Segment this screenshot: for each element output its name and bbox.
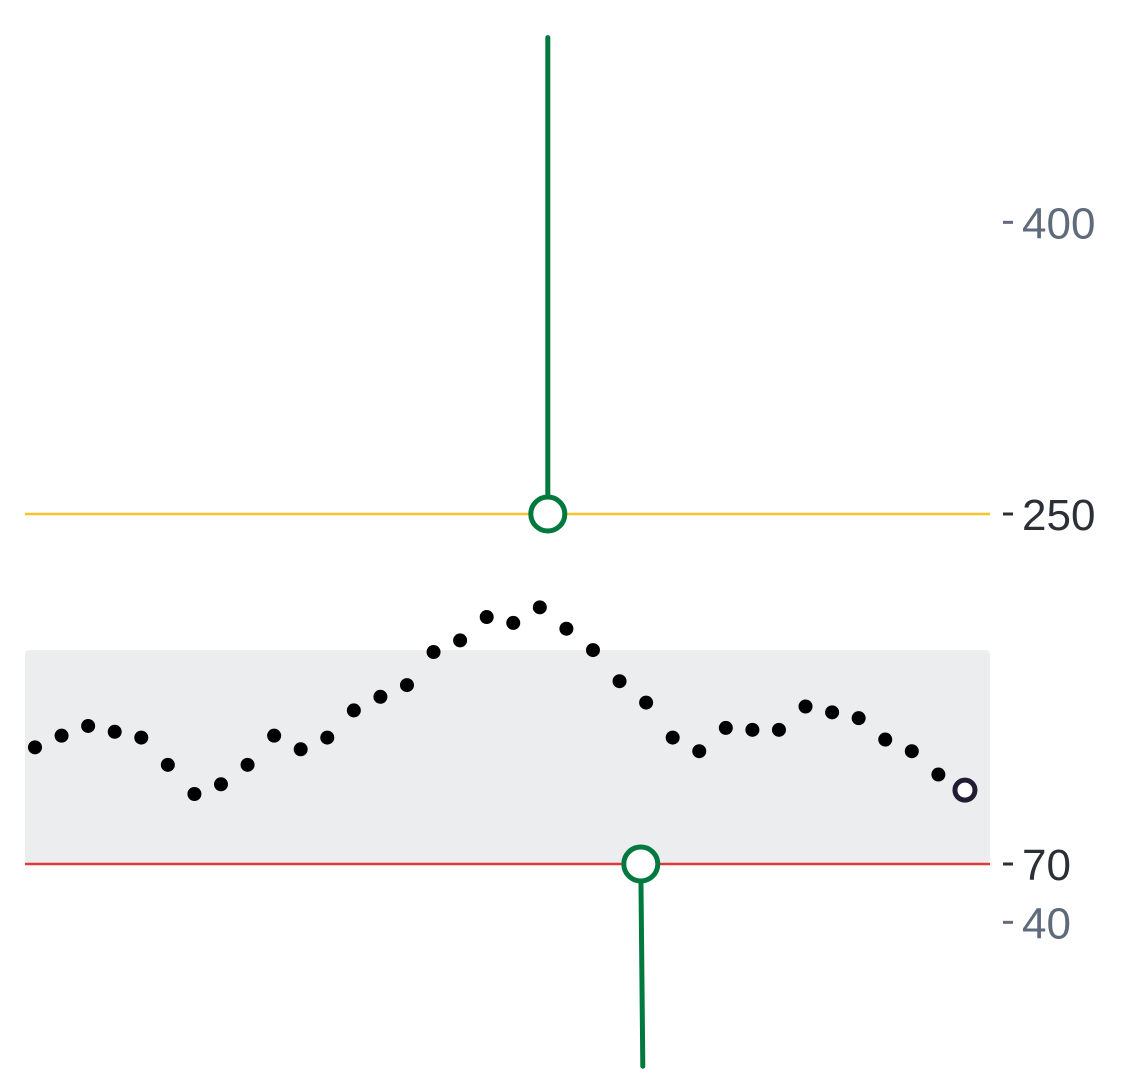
event-marker-stem-2	[638, 861, 646, 1069]
data-point[interactable]	[692, 744, 707, 759]
data-point[interactable]	[665, 730, 680, 745]
y-tick-label-70: 70	[1022, 841, 1071, 890]
data-point[interactable]	[612, 674, 627, 689]
data-point[interactable]	[506, 615, 521, 630]
data-point[interactable]	[293, 742, 308, 757]
y-tick-label-40: 40	[1022, 899, 1071, 948]
data-point[interactable]	[187, 787, 202, 801]
data-point[interactable]	[399, 678, 414, 693]
event-markers-layer	[528, 35, 661, 1069]
data-point[interactable]	[904, 744, 919, 759]
data-point[interactable]	[54, 728, 69, 743]
y-tick-label-400: 400	[1022, 199, 1095, 248]
data-point[interactable]	[718, 720, 733, 735]
data-point[interactable]	[213, 777, 228, 792]
data-point[interactable]	[585, 643, 600, 658]
data-point[interactable]	[479, 610, 494, 625]
data-point[interactable]	[453, 633, 468, 648]
data-point[interactable]	[426, 645, 441, 660]
y-tick-label-250: 250	[1022, 491, 1095, 540]
latest-data-point[interactable]	[952, 777, 978, 803]
data-point[interactable]	[798, 699, 813, 714]
y-axis: 400 250 70 40	[1003, 199, 1095, 948]
data-point[interactable]	[851, 711, 866, 726]
data-point[interactable]	[931, 767, 946, 782]
data-point[interactable]	[346, 703, 361, 718]
data-point[interactable]	[107, 724, 122, 739]
data-point[interactable]	[745, 722, 760, 737]
data-points-layer	[28, 600, 978, 803]
threshold-lines-layer	[25, 512, 990, 866]
data-point[interactable]	[134, 730, 149, 745]
data-point[interactable]	[532, 600, 547, 615]
target-range-layer	[25, 650, 990, 864]
data-point[interactable]	[771, 722, 786, 737]
event-marker-circle-2[interactable]	[621, 844, 661, 884]
data-point[interactable]	[878, 732, 893, 747]
data-point[interactable]	[240, 757, 255, 772]
data-point[interactable]	[373, 689, 388, 704]
data-point[interactable]	[81, 718, 96, 733]
data-point[interactable]	[160, 757, 175, 772]
data-point[interactable]	[267, 728, 282, 743]
data-point[interactable]	[639, 695, 654, 710]
data-point[interactable]	[559, 621, 574, 636]
data-point[interactable]	[28, 740, 42, 755]
event-marker-circle-1[interactable]	[528, 494, 568, 534]
data-point[interactable]	[320, 730, 335, 745]
data-point[interactable]	[825, 705, 840, 720]
target-range-band	[25, 650, 990, 864]
